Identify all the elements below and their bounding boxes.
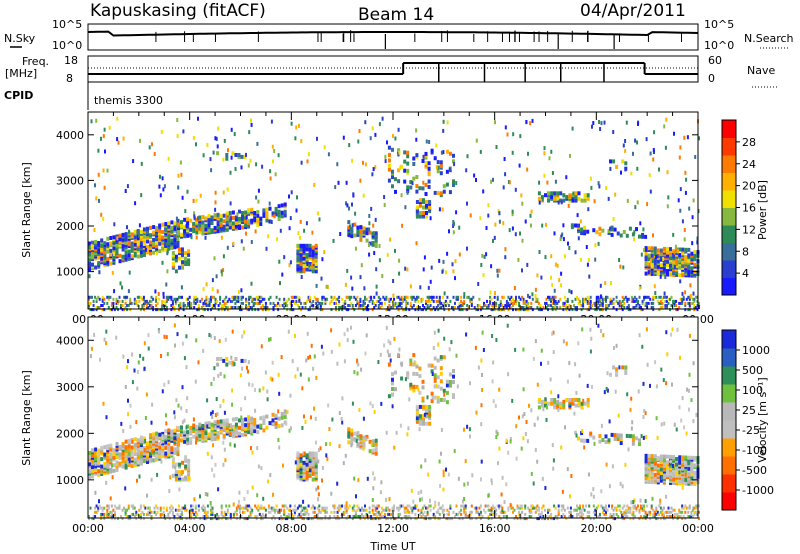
freq-panel: Freq. [MHz] 18 8 60 0 Nave — [5, 54, 778, 88]
nsearch-tick-top: 10^5 — [704, 18, 734, 31]
colorbar-swatch — [722, 330, 736, 349]
colorbar-swatch — [722, 492, 736, 511]
x-tick-label: 08:00 — [275, 522, 307, 535]
colorbar-swatch — [722, 474, 736, 493]
power-colorbar: 4 8 12 16 20 24 28 — [721, 119, 756, 296]
colorbar-tick-label: -100 — [742, 444, 767, 457]
colorbar-tick-label: 25 — [742, 404, 756, 417]
colorbar-swatch — [722, 190, 736, 208]
colorbar-tick-label: 16 — [742, 202, 756, 215]
colorbar-tick-label: 500 — [742, 364, 763, 377]
colorbar-tick-label: -500 — [742, 464, 767, 477]
nave-tick-top: 60 — [708, 54, 722, 67]
colorbar-tick-label: 28 — [742, 136, 756, 149]
y-tick-label: 3000 — [56, 174, 84, 187]
x-tick-label: 12:00 — [377, 522, 409, 535]
velocity-colorbar-label: Velocity [m s⁻¹] — [756, 377, 769, 462]
colorbar-swatch — [722, 366, 736, 385]
nsky-tick-bottom: 10^0 — [52, 39, 82, 52]
y-tick-label: 2000 — [56, 220, 84, 233]
x-tick-label: 16:00 — [479, 522, 511, 535]
cpid-label: CPID — [4, 89, 33, 102]
freq-trace — [88, 62, 698, 82]
beam-title: Beam 14 — [358, 5, 434, 25]
colorbar-swatch — [722, 384, 736, 403]
date-title: 04/Apr/2011 — [580, 1, 686, 21]
colorbar-swatch — [722, 456, 736, 475]
colorbar-tick-label: 4 — [742, 267, 749, 280]
y-tick-label: 1000 — [56, 266, 84, 279]
x-axis-label: Time UT — [369, 540, 415, 553]
station-title: Kapuskasing (fitACF) — [90, 1, 266, 21]
velocity-x-ticks: 00:00 04:00 08:00 12:00 16:00 20:00 00:00 — [72, 317, 714, 535]
colorbar-swatch — [722, 420, 736, 439]
colorbar-tick-label: -25 — [742, 424, 760, 437]
nsky-tick-top: 10^5 — [52, 18, 82, 31]
nsky-panel: N.Sky 10^5 10^0 10^5 10^0 N.Search — [4, 18, 794, 52]
colorbar-swatch — [722, 242, 736, 261]
colorbar-tick-label: 12 — [742, 223, 756, 236]
colorbar-swatch — [722, 207, 736, 226]
y-tick-label: 3000 — [56, 381, 84, 394]
power-ylabel: Slant Range [km] — [20, 162, 33, 258]
velocity-colorbar: -1000 -500 -100 -25 25 100 500 1000 — [721, 329, 774, 511]
cpid-value: themis 3300 — [94, 94, 163, 107]
y-tick-label: 4000 — [56, 129, 84, 142]
power-colorbar-label: Power [dB] — [756, 180, 769, 240]
freq-unit: [MHz] — [5, 67, 37, 80]
power-cells — [88, 116, 700, 312]
colorbar-swatch — [722, 120, 736, 138]
colorbar-tick-label: 24 — [742, 158, 756, 171]
y-tick-label: 4000 — [56, 334, 84, 347]
x-tick-label: 00:00 — [682, 522, 714, 535]
nsearch-label: N.Search — [744, 32, 794, 45]
freq-label: Freq. — [22, 55, 49, 68]
y-tick-label: 1000 — [56, 474, 84, 487]
colorbar-swatch — [722, 137, 736, 156]
velocity-cells — [88, 323, 700, 521]
colorbar-swatch — [722, 348, 736, 367]
colorbar-tick-label: 20 — [742, 180, 756, 193]
colorbar-tick-label: 1000 — [742, 344, 770, 357]
y-tick-label: 2000 — [56, 427, 84, 440]
velocity-y-ticks: 1000 2000 3000 4000 — [56, 334, 698, 487]
nave-tick-bottom: 0 — [708, 72, 715, 85]
freq-tick-top: 18 — [64, 54, 78, 67]
colorbar-tick-label: 100 — [742, 384, 763, 397]
nsearch-tick-bottom: 10^0 — [704, 39, 734, 52]
colorbar-swatch — [722, 402, 736, 421]
colorbar-tick-label: 8 — [742, 245, 749, 258]
colorbar-swatch — [722, 225, 736, 243]
nsky-label: N.Sky — [4, 32, 36, 45]
colorbar-swatch — [722, 277, 736, 296]
freq-tick-bottom: 8 — [66, 72, 73, 85]
colorbar-swatch — [722, 172, 736, 191]
colorbar-tick-label: -1000 — [742, 484, 774, 497]
colorbar-swatch — [722, 438, 736, 457]
colorbar-swatch — [722, 260, 736, 278]
x-tick-label: 04:00 — [174, 522, 206, 535]
colorbar-swatch — [722, 155, 736, 173]
x-tick-label: 00:00 — [72, 522, 104, 535]
velocity-ylabel: Slant Range [km] — [20, 370, 33, 466]
nave-label: Nave — [747, 64, 775, 77]
power-y-ticks: 1000 2000 3000 4000 — [56, 129, 698, 279]
nsky-trace — [87, 30, 699, 49]
x-tick-label: 20:00 — [580, 522, 612, 535]
velocity-panel: 1000 2000 3000 4000 00:00 04:00 08:00 12:00 16:… — [20, 316, 714, 553]
